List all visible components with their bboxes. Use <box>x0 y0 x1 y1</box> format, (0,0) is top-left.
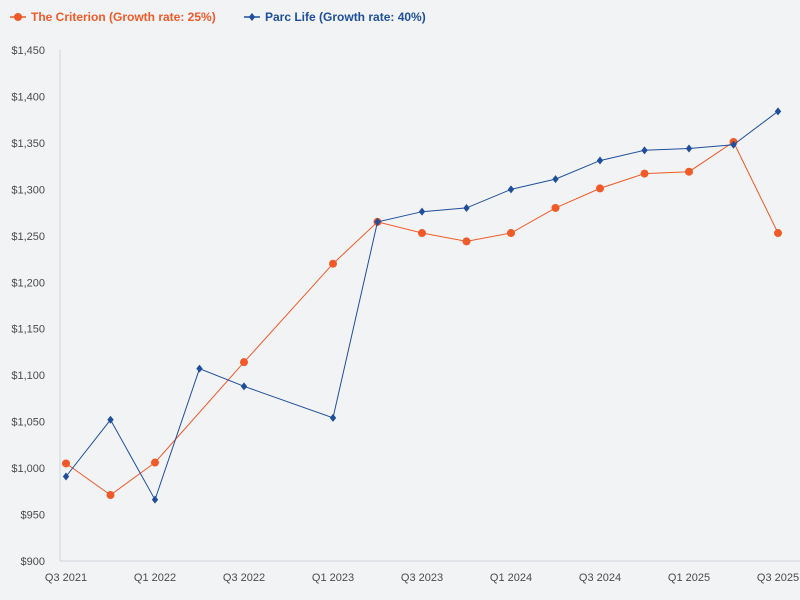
data-point[interactable] <box>418 207 426 216</box>
legend-marker <box>14 13 22 21</box>
data-point[interactable] <box>730 140 737 149</box>
data-point[interactable] <box>774 107 782 116</box>
y-tick-label: $1,300 <box>11 184 45 196</box>
data-point[interactable] <box>329 413 337 422</box>
data-point[interactable] <box>240 382 248 391</box>
x-axis: Q3 2021 Q1 2022 Q3 2022 Q1 2023 Q3 2023 Q1 20… <box>45 560 800 584</box>
legend: The Criterion (Growth rate: 25%) Parc Lif… <box>10 10 426 24</box>
x-tick-label: Q3 2023 <box>401 572 443 584</box>
x-tick-label: Q1 2024 <box>490 572 532 584</box>
legend-label: Parc Life (Growth rate: 40%) <box>265 10 426 24</box>
x-tick-label: Q1 2023 <box>312 572 354 584</box>
x-tick-label: Q3 2025 <box>757 572 799 584</box>
y-tick-label: $1,050 <box>11 417 45 429</box>
x-tick-label: Q3 2021 <box>45 572 87 584</box>
data-point[interactable] <box>106 491 115 500</box>
y-axis: $900 $950 $1,000 $1,050 $1,100 $1,150 $1,200 $1… <box>11 45 61 568</box>
data-point[interactable] <box>507 185 515 194</box>
legend-item-1[interactable]: Parc Life (Growth rate: 40%) <box>244 10 426 24</box>
data-point[interactable] <box>685 167 693 176</box>
y-tick-label: $1,250 <box>11 231 45 243</box>
x-tick-label: Q3 2024 <box>579 572 621 584</box>
data-point[interactable] <box>640 169 649 178</box>
x-tick-label: Q1 2022 <box>134 572 176 584</box>
data-point[interactable] <box>641 146 648 155</box>
data-point[interactable] <box>551 203 560 212</box>
series-0 <box>62 137 782 500</box>
data-point[interactable] <box>240 358 248 367</box>
data-point[interactable] <box>62 472 70 481</box>
data-point[interactable] <box>374 217 381 226</box>
data-point[interactable] <box>463 203 470 212</box>
data-point[interactable] <box>329 259 337 268</box>
data-point[interactable] <box>151 458 159 467</box>
legend-label: The Criterion (Growth rate: 25%) <box>31 10 216 24</box>
data-point[interactable] <box>196 364 203 373</box>
y-tick-label: $950 <box>21 510 45 522</box>
data-point[interactable] <box>596 184 604 193</box>
series-layer <box>62 107 782 504</box>
data-point[interactable] <box>62 459 70 468</box>
y-tick-label: $900 <box>21 556 45 568</box>
legend-item-0[interactable]: The Criterion (Growth rate: 25%) <box>10 10 216 24</box>
data-point[interactable] <box>107 415 114 424</box>
y-tick-label: $1,400 <box>11 91 45 103</box>
data-point[interactable] <box>774 229 782 238</box>
y-tick-label: $1,450 <box>11 45 45 57</box>
data-point[interactable] <box>418 229 426 238</box>
y-tick-label: $1,100 <box>11 370 45 382</box>
series-1 <box>62 107 782 504</box>
series-line <box>65 110 779 501</box>
data-point[interactable] <box>596 156 604 165</box>
y-tick-label: $1,350 <box>11 138 45 150</box>
data-point[interactable] <box>151 495 159 504</box>
legend-marker <box>248 13 256 21</box>
series-line <box>65 141 779 496</box>
data-point[interactable] <box>462 237 471 246</box>
x-tick-label: Q3 2022 <box>223 572 265 584</box>
x-tick-label: Q1 2025 <box>668 572 710 584</box>
data-point[interactable] <box>552 175 559 184</box>
data-point[interactable] <box>685 144 693 153</box>
data-point[interactable] <box>507 229 515 238</box>
y-tick-label: $1,000 <box>11 463 45 475</box>
y-tick-label: $1,200 <box>11 277 45 289</box>
y-tick-label: $1,150 <box>11 324 45 336</box>
